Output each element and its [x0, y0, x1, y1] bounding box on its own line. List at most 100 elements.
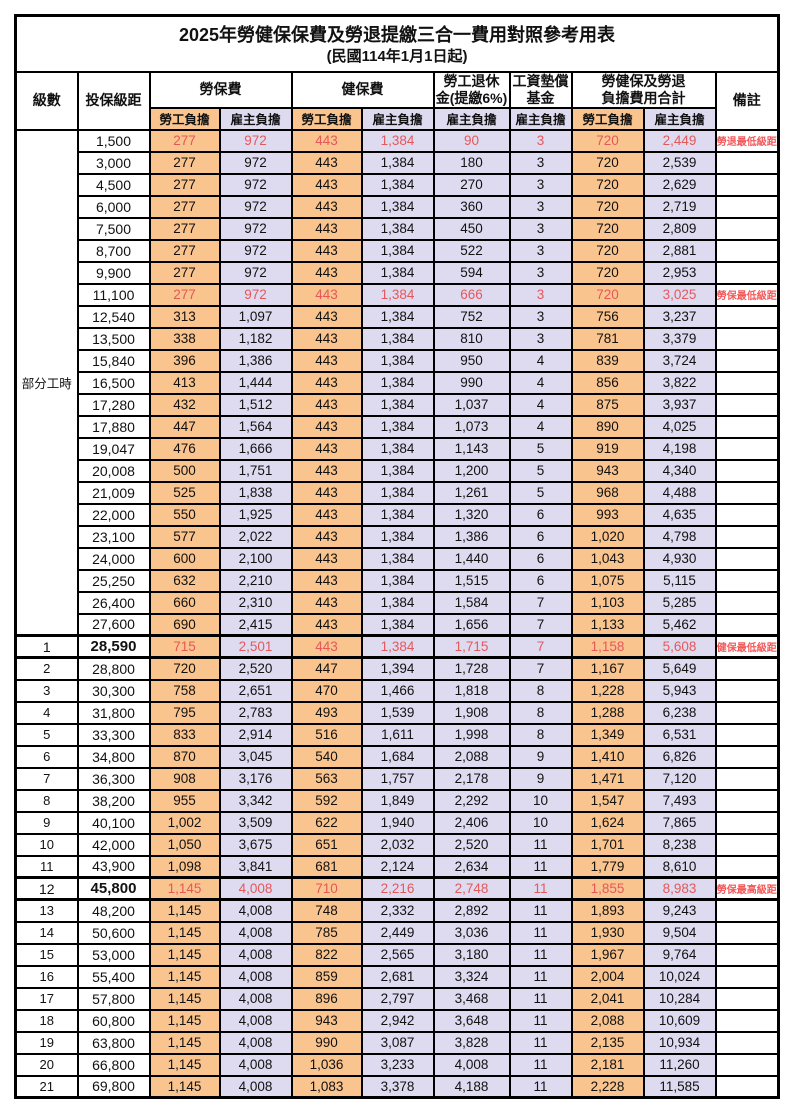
cell-insured-salary: 53,000: [76, 942, 151, 967]
table-row: 9 40,100 1,002 3,509 622 1,940 2,406 10 1,624 7,8…: [14, 810, 780, 835]
cell-total-employee: 720: [570, 238, 645, 263]
cell-pension-employer: 2,178: [432, 766, 511, 791]
cell-health-employee: 443: [290, 260, 363, 285]
cell-labor-employee: 720: [148, 656, 221, 681]
cell-level: 16: [14, 964, 79, 989]
cell-total-employer: 10,934: [642, 1030, 717, 1055]
cell-insured-salary: 26,400: [76, 590, 151, 615]
cell-insured-salary: 13,500: [76, 326, 151, 351]
cell-health-employer: 1,384: [360, 150, 435, 175]
cell-remark: [714, 524, 780, 549]
cell-health-employee: 443: [290, 546, 363, 571]
cell-health-employer: 2,449: [360, 920, 435, 945]
cell-total-employer: 11,260: [642, 1052, 717, 1077]
cell-labor-employer: 1,666: [218, 436, 293, 461]
cell-total-employee: 968: [570, 480, 645, 505]
cell-health-employee: 748: [290, 898, 363, 923]
cell-health-employee: 443: [290, 128, 363, 153]
cell-level: 4: [14, 700, 79, 725]
cell-total-employer: 9,764: [642, 942, 717, 967]
cell-total-employer: 2,539: [642, 150, 717, 175]
cell-wage-fund-employer: 3: [508, 216, 573, 241]
table-row: 23,100 577 2,022 443 1,384 1,386 6 1,020 4,798: [16, 524, 780, 549]
cell-labor-employee: 413: [148, 370, 221, 395]
cell-labor-employer: 4,008: [218, 1030, 293, 1055]
cell-insured-salary: 12,540: [76, 304, 151, 329]
cell-total-employee: 875: [570, 392, 645, 417]
cell-remark: [714, 216, 780, 241]
cell-pension-employer: 2,634: [432, 854, 511, 879]
cell-total-employee: 943: [570, 458, 645, 483]
cell-insured-salary: 9,900: [76, 260, 151, 285]
cell-total-employee: 1,349: [570, 722, 645, 747]
table-row: 24,000 600 2,100 443 1,384 1,440 6 1,043 4,930: [16, 546, 780, 571]
cell-labor-employer: 972: [218, 238, 293, 263]
table-row: 7,500 277 972 443 1,384 450 3 720 2,809: [16, 216, 780, 241]
cell-labor-employer: 4,008: [218, 986, 293, 1011]
cell-pension-employer: 2,748: [432, 876, 511, 901]
table-row: 10 42,000 1,050 3,675 651 2,032 2,520 11 1,701 8,…: [14, 832, 780, 857]
subheader-pension-employer: 雇主負擔: [432, 106, 511, 131]
cell-health-employee: 651: [290, 832, 363, 857]
cell-health-employer: 2,124: [360, 854, 435, 879]
table-row: 11 43,900 1,098 3,841 681 2,124 2,634 11 1,779 8,…: [14, 854, 780, 879]
cell-total-employee: 720: [570, 216, 645, 241]
table-row: 14 50,600 1,145 4,008 785 2,449 3,036 11 1,930 9,…: [14, 920, 780, 945]
cell-wage-fund-employer: 10: [508, 810, 573, 835]
cell-labor-employee: 525: [148, 480, 221, 505]
cell-pension-employer: 752: [432, 304, 511, 329]
cell-health-employee: 470: [290, 678, 363, 703]
cell-total-employee: 2,041: [570, 986, 645, 1011]
cell-pension-employer: 450: [432, 216, 511, 241]
cell-insured-salary: 17,880: [76, 414, 151, 439]
cell-labor-employee: 447: [148, 414, 221, 439]
table-row: 17 57,800 1,145 4,008 896 2,797 3,468 11 2,041 10…: [14, 986, 780, 1011]
cell-labor-employee: 476: [148, 436, 221, 461]
cell-health-employer: 1,684: [360, 744, 435, 769]
cell-labor-employee: 277: [148, 128, 221, 153]
cell-health-employer: 1,611: [360, 722, 435, 747]
cell-health-employer: 1,539: [360, 700, 435, 725]
subheader-total-employer: 雇主負擔: [642, 106, 717, 131]
cell-level: 10: [14, 832, 79, 857]
cell-insured-salary: 27,600: [76, 612, 151, 637]
cell-wage-fund-employer: 11: [508, 1074, 573, 1099]
cell-pension-employer: 4,188: [432, 1074, 511, 1099]
cell-remark: [714, 260, 780, 285]
cell-total-employee: 1,103: [570, 590, 645, 615]
cell-pension-employer: 1,728: [432, 656, 511, 681]
cell-remark: [714, 172, 780, 197]
cell-wage-fund-employer: 3: [508, 194, 573, 219]
cell-health-employer: 2,565: [360, 942, 435, 967]
cell-health-employer: 2,332: [360, 898, 435, 923]
cell-health-employer: 3,087: [360, 1030, 435, 1055]
cell-pension-employer: 1,073: [432, 414, 511, 439]
table-row: 17,280 432 1,512 443 1,384 1,037 4 875 3,937: [16, 392, 780, 417]
cell-wage-fund-employer: 8: [508, 722, 573, 747]
cell-insured-salary: 34,800: [76, 744, 151, 769]
cell-total-employee: 720: [570, 260, 645, 285]
col-header-labor-insurance: 勞保費: [148, 70, 293, 109]
cell-pension-employer: 810: [432, 326, 511, 351]
cell-health-employer: 1,384: [360, 524, 435, 549]
cell-pension-employer: 3,828: [432, 1030, 511, 1055]
cell-health-employer: 1,384: [360, 238, 435, 263]
cell-insured-salary: 31,800: [76, 700, 151, 725]
cell-labor-employee: 277: [148, 238, 221, 263]
cell-total-employee: 839: [570, 348, 645, 373]
cell-health-employer: 1,849: [360, 788, 435, 813]
table-row: 26,400 660 2,310 443 1,384 1,584 7 1,103 5,285: [16, 590, 780, 615]
cell-health-employee: 516: [290, 722, 363, 747]
cell-total-employer: 6,826: [642, 744, 717, 769]
cell-wage-fund-employer: 11: [508, 986, 573, 1011]
cell-total-employer: 9,504: [642, 920, 717, 945]
cell-remark: [714, 964, 780, 989]
cell-insured-salary: 4,500: [76, 172, 151, 197]
cell-wage-fund-employer: 8: [508, 678, 573, 703]
cell-health-employer: 1,466: [360, 678, 435, 703]
cell-total-employee: 1,288: [570, 700, 645, 725]
cell-health-employer: 1,384: [360, 260, 435, 285]
cell-pension-employer: 180: [432, 150, 511, 175]
cell-total-employee: 993: [570, 502, 645, 527]
cell-health-employer: 1,384: [360, 502, 435, 527]
